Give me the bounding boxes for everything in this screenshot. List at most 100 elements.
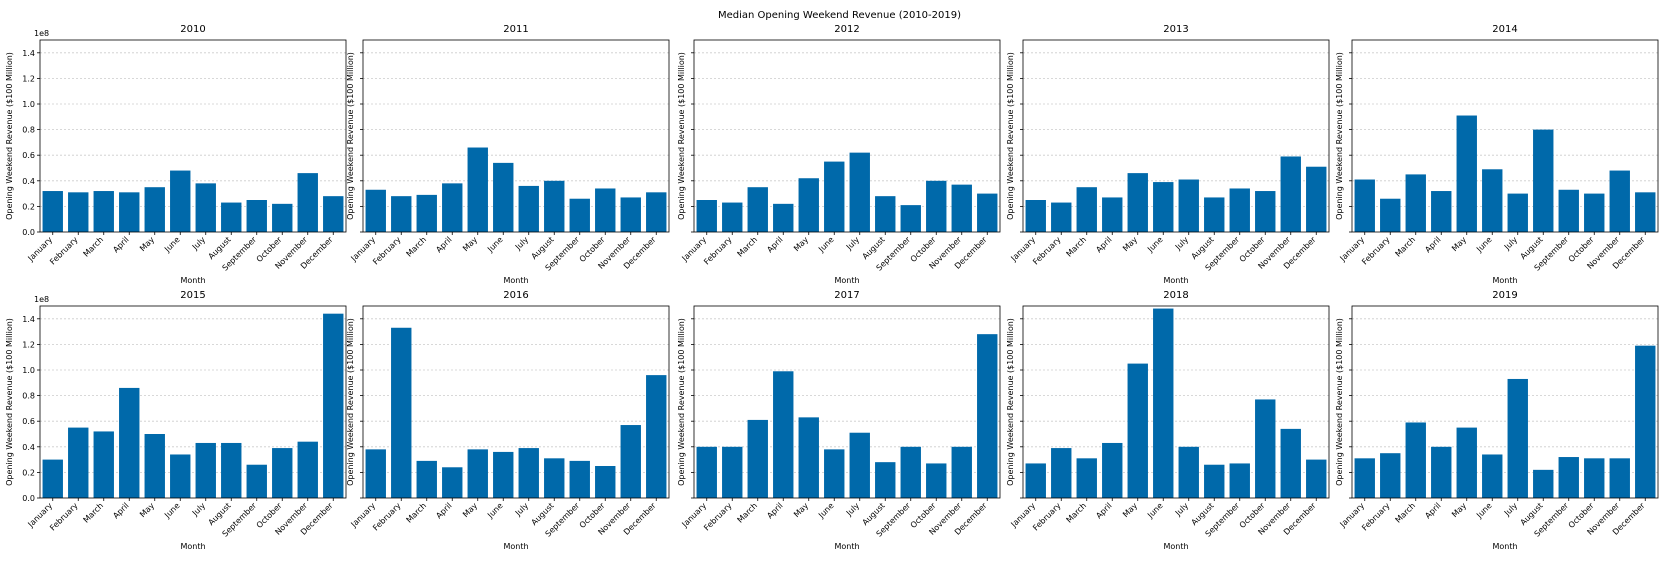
bar-july (1178, 446, 1199, 498)
subplot-title: 2011 (503, 24, 528, 35)
bar-july (849, 152, 870, 232)
x-tick-label: March (405, 235, 429, 259)
bar-september (569, 198, 590, 232)
bar-november (620, 197, 641, 232)
x-tick-label: February (371, 501, 403, 533)
bar-june (1482, 169, 1503, 232)
y-tick-label: 0.8 (22, 392, 35, 401)
bar-december (646, 192, 667, 232)
bar-march (93, 191, 114, 232)
bar-june (1153, 308, 1174, 498)
bar-december (646, 375, 667, 498)
bar-july (195, 183, 216, 232)
axes-frame (362, 305, 670, 499)
x-tick-label: May (1450, 501, 1468, 519)
bar-november (297, 441, 318, 498)
x-tick-label: June (162, 235, 181, 254)
bar-may (144, 187, 165, 232)
y-axis-label: Opening Weekend Revenue ($100 Million) (1335, 318, 1344, 486)
x-tick-label: July (844, 235, 861, 252)
x-tick-label: April (1094, 235, 1113, 254)
bar-august (544, 180, 565, 232)
bar-february (68, 192, 89, 232)
bar-august (221, 202, 242, 232)
axes-frame (1351, 305, 1659, 499)
bar-march (1405, 422, 1426, 498)
bar-november (1280, 156, 1301, 232)
bar-december (977, 334, 998, 498)
x-tick-label: April (1094, 501, 1113, 520)
bar-september (1229, 463, 1250, 498)
x-tick-label: April (1423, 235, 1442, 254)
bar-february (722, 446, 743, 498)
bar-august (1533, 129, 1554, 232)
bar-april (773, 371, 794, 498)
bar-february (722, 202, 743, 232)
bar-may (1456, 427, 1477, 498)
x-axis-label: Month (834, 542, 859, 551)
bar-october (595, 188, 616, 232)
bar-february (1051, 448, 1072, 498)
x-tick-label: February (48, 501, 80, 533)
bar-april (442, 183, 463, 232)
bar-august (875, 462, 896, 498)
subplot-title: 2012 (834, 24, 859, 35)
bar-july (1507, 193, 1528, 232)
x-tick-label: July (513, 501, 530, 518)
y-tick-label: 0.2 (22, 468, 35, 477)
bar-january (1025, 463, 1046, 498)
x-axis-label: Month (1492, 542, 1517, 551)
bar-january (1354, 179, 1375, 232)
y-tick-label: 1.0 (22, 366, 35, 375)
axes-frame (693, 39, 1001, 233)
bar-december (323, 196, 344, 232)
x-tick-label: May (792, 235, 810, 253)
bar-june (824, 449, 845, 498)
bar-february (391, 327, 412, 498)
y-axis-label: Opening Weekend Revenue ($100 Million) (5, 52, 14, 220)
x-tick-label: February (1360, 235, 1392, 267)
bar-october (1255, 191, 1276, 232)
x-tick-label: June (1145, 501, 1164, 520)
x-tick-label: March (1394, 235, 1418, 259)
bar-july (518, 448, 539, 498)
x-tick-label: June (1145, 235, 1164, 254)
offset-text: 1e8 (34, 295, 49, 304)
bar-july (849, 432, 870, 498)
bar-june (493, 451, 514, 498)
x-tick-label: May (1121, 235, 1139, 253)
bar-march (416, 460, 437, 498)
x-tick-label: May (138, 235, 156, 253)
bar-march (747, 187, 768, 232)
x-tick-label: June (816, 235, 835, 254)
x-tick-label: May (792, 501, 810, 519)
y-axis-label: Opening Weekend Revenue ($100 Million) (677, 318, 686, 486)
subplot-title: 2014 (1492, 24, 1517, 35)
bar-april (1102, 197, 1123, 232)
bar-october (1255, 399, 1276, 498)
x-tick-label: February (371, 235, 403, 267)
bar-april (442, 467, 463, 498)
x-tick-label: March (736, 501, 760, 525)
x-tick-label: June (1474, 235, 1493, 254)
bar-may (144, 434, 165, 498)
x-tick-label: February (702, 235, 734, 267)
bar-august (544, 458, 565, 498)
x-tick-label: April (765, 235, 784, 254)
x-axis-label: Month (834, 276, 859, 285)
x-tick-label: April (765, 501, 784, 520)
x-axis-label: Month (1492, 276, 1517, 285)
x-tick-label: April (1423, 501, 1442, 520)
x-tick-label: June (162, 501, 181, 520)
figure-title: Median Opening Weekend Revenue (2010-201… (718, 10, 961, 21)
bar-october (595, 466, 616, 498)
bar-october (1584, 193, 1605, 232)
